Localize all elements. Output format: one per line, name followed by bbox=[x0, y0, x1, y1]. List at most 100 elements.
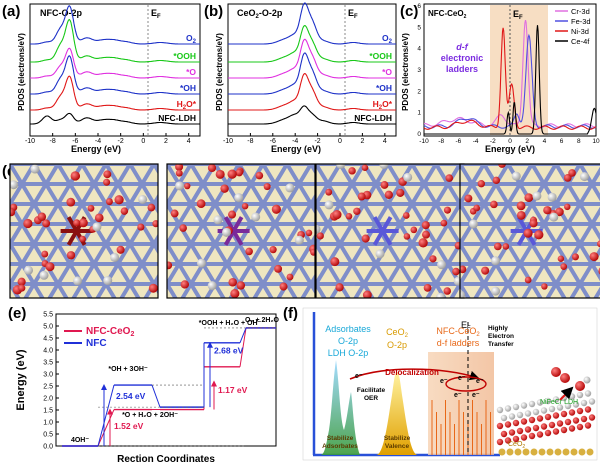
oxygen-atom bbox=[568, 169, 576, 177]
panel-a-title: NFC-O-2p bbox=[40, 8, 82, 18]
ldh-atom bbox=[496, 422, 504, 430]
lattice-bond bbox=[127, 164, 133, 168]
lattice-bond bbox=[79, 164, 109, 188]
lattice-bond bbox=[90, 262, 122, 288]
lattice-bond bbox=[114, 222, 146, 248]
hydrogen-atom bbox=[379, 164, 389, 169]
oxygen-atom bbox=[263, 183, 271, 191]
lattice-bond bbox=[588, 222, 600, 242]
lattice-bond bbox=[588, 182, 600, 202]
lattice-bond bbox=[66, 262, 98, 288]
ldh-atom bbox=[536, 399, 544, 406]
oxygen-atom bbox=[18, 284, 26, 292]
hydrogen-atom bbox=[375, 249, 385, 259]
lattice-bond bbox=[324, 182, 356, 208]
panel-f-electron: Electron bbox=[488, 333, 514, 340]
ldh-atom bbox=[508, 413, 516, 420]
lattice-bond bbox=[384, 282, 416, 298]
lattice-bond bbox=[223, 182, 255, 208]
ldh-atom bbox=[524, 426, 532, 433]
lattice-bond bbox=[10, 242, 14, 248]
lattice-bond bbox=[78, 282, 110, 298]
lattice-bond bbox=[323, 144, 347, 164]
hydrogen-atom bbox=[175, 181, 185, 191]
ldh-atom bbox=[524, 410, 532, 417]
panel-f-ef: EF bbox=[461, 320, 471, 332]
lattice-bond bbox=[283, 202, 315, 228]
oxygen-atom bbox=[180, 280, 189, 289]
oxygen-atom bbox=[167, 261, 173, 270]
oxygen-atom bbox=[66, 197, 76, 207]
panel-c-xlabel: Energy (eV) bbox=[485, 144, 535, 154]
lattice-bond bbox=[260, 164, 290, 188]
oxygen-atom bbox=[589, 252, 599, 262]
c-ytick-1: 1 bbox=[417, 110, 421, 117]
panel-f-ceo2: CeO2 bbox=[386, 327, 409, 339]
oxygen-atom bbox=[440, 219, 448, 227]
lattice-bond bbox=[588, 262, 600, 282]
ldh-atom bbox=[496, 406, 504, 414]
center-bond bbox=[372, 229, 385, 246]
panel-b-ylabel: PDOS (electrons/eV) bbox=[215, 33, 224, 111]
lattice-bond bbox=[175, 182, 207, 208]
hydrogen-atom bbox=[532, 191, 542, 201]
oxygen-atom bbox=[137, 223, 145, 231]
c-xtick-10: 10 bbox=[592, 138, 600, 145]
e-ytick-label-1: 0.5 bbox=[43, 432, 53, 439]
hydrogen-atom bbox=[336, 164, 346, 169]
legend-nfc-ceo2: NFC-CeO2 bbox=[86, 326, 134, 338]
oxygen-atom bbox=[196, 199, 206, 209]
lattice-bond bbox=[10, 202, 38, 228]
structure-content-1 bbox=[10, 164, 158, 298]
pdos-curve-b-4 bbox=[228, 73, 396, 111]
step-label-2: *O + H₂O + 2OH⁻ bbox=[122, 412, 178, 419]
ldh-atom bbox=[528, 416, 536, 424]
oxygen-atom bbox=[310, 248, 315, 256]
lattice-bond bbox=[271, 262, 303, 288]
ceo2-atom bbox=[498, 448, 506, 456]
panel-f-ceo2-o2p: O-2p bbox=[387, 340, 407, 350]
lattice-bond bbox=[337, 164, 367, 188]
oxygen-atom bbox=[597, 240, 600, 248]
c-xtick-6: 2 bbox=[525, 138, 529, 145]
hydrogen-atom bbox=[138, 194, 148, 204]
ldh-atom bbox=[516, 411, 524, 419]
lattice-bond bbox=[460, 164, 463, 168]
lattice-bond bbox=[460, 222, 476, 248]
lattice-bond bbox=[385, 164, 391, 168]
center-bond bbox=[372, 216, 385, 233]
lattice-bond bbox=[102, 282, 134, 298]
pdos-c-curve-3 bbox=[424, 25, 597, 135]
ldh-atom bbox=[520, 402, 528, 409]
ldh-atom bbox=[568, 409, 576, 416]
hydrogen-atom bbox=[437, 260, 447, 270]
oxygen-atom bbox=[361, 234, 370, 243]
xtick-label-b-1: -8 bbox=[247, 138, 253, 145]
panel-e: (e) 0.0 0.5 1.0 1.5 2.0 2.5 3.0 3.5 4.0 4.5 5.0 5.5… bbox=[8, 305, 280, 465]
oxygen-atom bbox=[443, 287, 452, 295]
connector-1-1 bbox=[151, 384, 161, 408]
oxygen-atom bbox=[220, 184, 229, 193]
oxygen-atom bbox=[45, 262, 55, 272]
panel-b-title: CeO2-O-2p bbox=[237, 8, 283, 20]
ldh-atom bbox=[536, 415, 544, 422]
panel-f-ceo2-bottom: CeO2 bbox=[508, 441, 525, 450]
oxygen-atom bbox=[335, 283, 344, 292]
ldh-atom bbox=[588, 414, 596, 421]
lattice-bond bbox=[552, 282, 584, 298]
panel-c-ticks: -10 -8 -6 -4 -2 0 2 4 6 8 10 0 1 2 3 4 5 6 bbox=[417, 3, 600, 145]
ceo2-atom bbox=[578, 448, 586, 456]
ldh-atom bbox=[584, 406, 592, 413]
ldh-atom bbox=[580, 399, 588, 407]
ldh-atom bbox=[572, 401, 580, 408]
panel-d-structures bbox=[9, 144, 600, 299]
c-ytick-6: 6 bbox=[417, 3, 421, 10]
oxygen-atom bbox=[541, 283, 548, 290]
oxygen-atom bbox=[116, 245, 125, 254]
lattice-bond bbox=[271, 222, 303, 248]
c-xtick-9: 8 bbox=[577, 138, 581, 145]
hydrogen-atom bbox=[547, 192, 557, 202]
structure-content-2 bbox=[167, 144, 347, 298]
ldh-atom bbox=[504, 421, 512, 428]
ldh-atom bbox=[584, 422, 592, 429]
